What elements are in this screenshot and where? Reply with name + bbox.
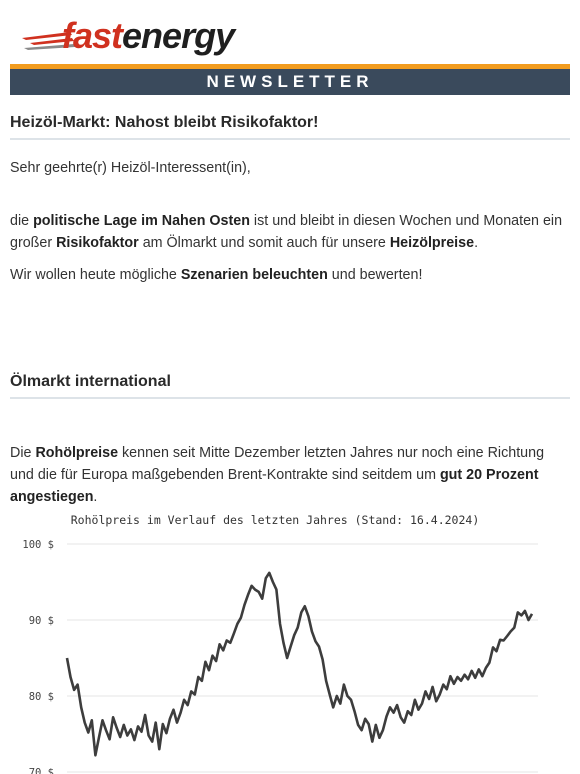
crude-oil-price-chart: Rohölpreis im Verlauf des letzten Jahres…	[10, 505, 570, 774]
text: ist und bleibt in diesen Wochen und Mona…	[10, 213, 563, 251]
bold-text: Szenarien beleuchten	[180, 267, 328, 283]
section-title: Ölmarkt international	[10, 373, 570, 399]
chart-title: Rohölpreis im Verlauf des letzten Jahres…	[71, 513, 480, 527]
fastenergy-logo: fastenergy	[22, 10, 312, 60]
text: .	[474, 235, 479, 251]
y-tick-label: 80 $	[29, 691, 54, 703]
bold-text: Rohölpreise	[35, 445, 119, 461]
text: kennen seit Mitte Dezember letzten Jahre…	[10, 445, 545, 483]
logo-wordmark: fastenergy	[62, 14, 235, 58]
y-tick-label: 70 $	[29, 767, 54, 774]
bold-text: politische Lage im Nahen Osten	[33, 213, 250, 229]
bold-text: Risikofaktor	[56, 235, 139, 251]
price-line	[65, 571, 534, 757]
newsletter-banner: NEWSLETTER	[10, 69, 570, 95]
y-tick-label: 90 $	[29, 615, 54, 627]
article-paragraph-2: Wir wollen heute mögliche Szenarien bele…	[10, 264, 570, 286]
bold-text: Heizölpreise	[389, 235, 475, 251]
text: am Ölmarkt und somit auch für unsere	[138, 235, 390, 251]
text: .	[93, 489, 98, 505]
article-paragraph-1: die politische Lage im Nahen Osten ist u…	[10, 210, 570, 254]
text: Die	[10, 445, 36, 461]
bold-text: gut 20 Prozent angestiegen	[10, 467, 539, 505]
article-title: Heizöl-Markt: Nahost bleibt Risikofaktor…	[10, 114, 570, 140]
text: Wir wollen heute mögliche	[10, 267, 181, 283]
greeting: Sehr geehrte(r) Heizöl-Interessent(in),	[10, 160, 251, 176]
speed-lines-icon	[22, 32, 75, 50]
logo-fast: fast	[62, 15, 123, 56]
text: und bewerten!	[327, 267, 423, 283]
section-paragraph-1: Die Rohölpreise kennen seit Mitte Dezemb…	[10, 442, 570, 508]
y-tick-label: 100 $	[22, 539, 54, 551]
text: die	[10, 213, 34, 229]
chart-svg: Rohölpreis im Verlauf des letzten Jahres…	[22, 513, 538, 774]
logo-energy: energy	[122, 15, 235, 56]
accent-stripe	[10, 64, 570, 69]
